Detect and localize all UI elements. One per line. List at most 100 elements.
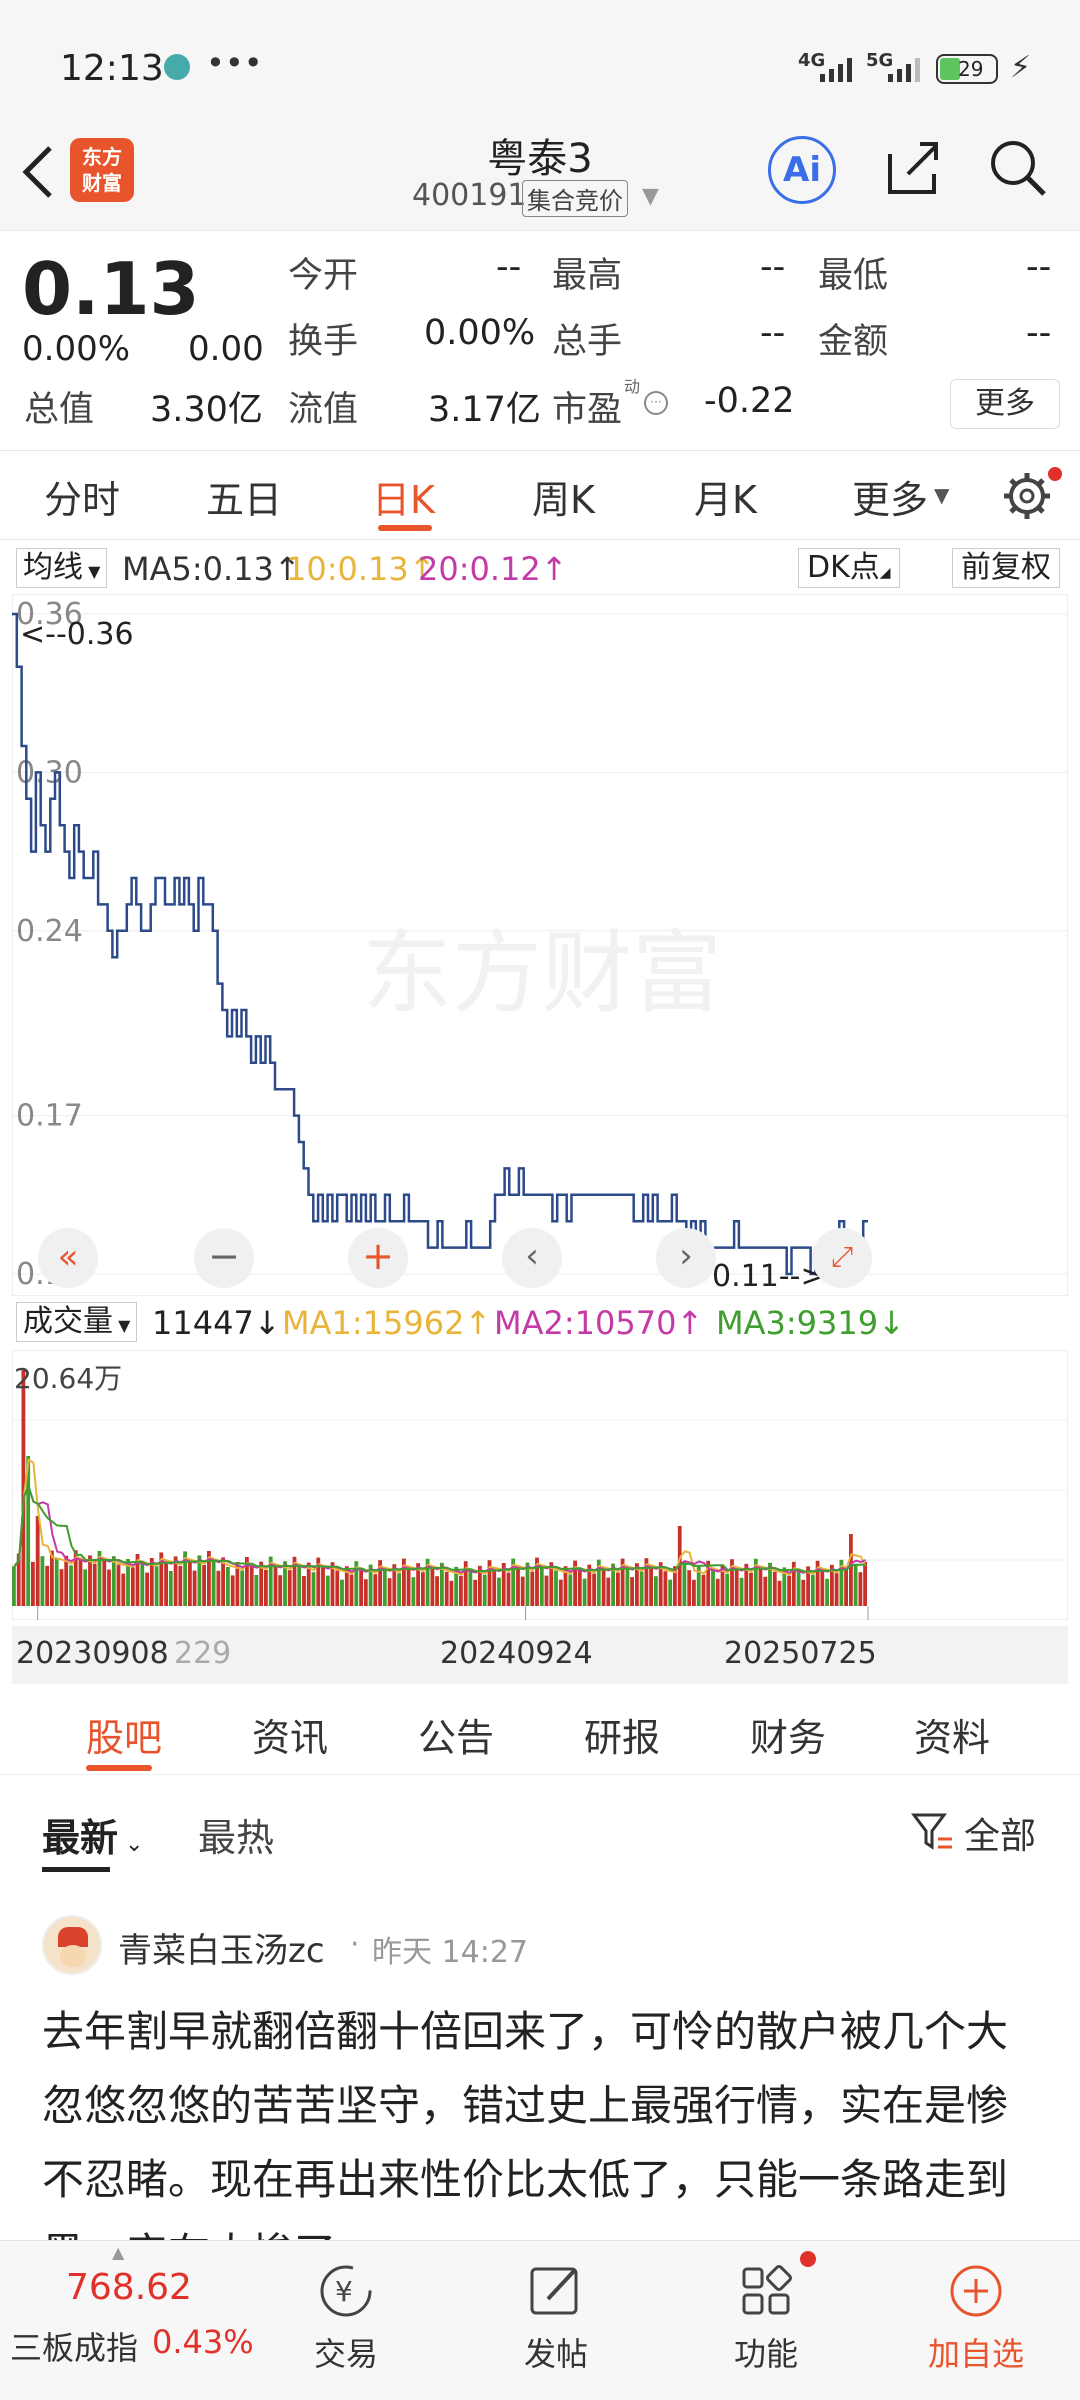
app-logo[interactable]: 东方 财富	[70, 138, 134, 202]
dropdown-icon[interactable]: ▼	[642, 184, 659, 209]
tab-announcements[interactable]: 公告	[418, 1716, 495, 1760]
scroll-left-fast-button[interactable]: «	[38, 1228, 98, 1288]
nav-functions[interactable]: 功能	[686, 2261, 846, 2375]
volume-bar	[69, 1565, 73, 1606]
pe-info-icon[interactable]: ···	[644, 391, 668, 415]
volume-bar	[625, 1567, 630, 1606]
price-tick-label: 0.17	[16, 1099, 83, 1134]
fullscreen-icon[interactable]: ⤢	[812, 1228, 872, 1288]
tab-finance[interactable]: 财务	[750, 1716, 827, 1760]
tab-daily-k[interactable]: 日K	[372, 478, 435, 522]
volume-select[interactable]: 成交量 ▼	[16, 1302, 138, 1342]
volume-bar	[145, 1572, 149, 1606]
volume-bar	[21, 1370, 26, 1606]
volume-bar	[392, 1564, 397, 1606]
volume-bar	[435, 1576, 439, 1606]
tab-more[interactable]: 更多	[852, 478, 929, 522]
more-dropdown-icon: ▼	[934, 483, 950, 507]
filter-all[interactable]: 全部	[964, 1816, 1037, 1857]
tab-weekly-k[interactable]: 周K	[532, 478, 595, 522]
volume-bar	[363, 1579, 368, 1606]
volume-bar	[620, 1558, 625, 1606]
volume-bar	[820, 1569, 825, 1606]
volume-bar	[183, 1551, 187, 1606]
volume-bar	[254, 1575, 259, 1606]
user-avatar[interactable]	[42, 1915, 102, 1975]
volume-bar	[330, 1562, 335, 1606]
search-icon[interactable]	[986, 136, 1050, 200]
ai-assistant-button[interactable]: Ai	[768, 136, 836, 204]
index-pct[interactable]: 0.43%	[152, 2323, 254, 2361]
scroll-right-button[interactable]: ›	[656, 1228, 716, 1288]
post-username[interactable]: 青菜白玉汤zc	[118, 1931, 325, 1971]
back-icon[interactable]	[18, 142, 58, 202]
volume-bar	[644, 1558, 649, 1606]
volume-bar	[283, 1561, 287, 1606]
tab-guba[interactable]: 股吧	[86, 1716, 163, 1760]
volume-bar	[554, 1570, 558, 1606]
volume-ma2: MA2:10570↑	[494, 1304, 704, 1342]
volume-bar	[863, 1562, 867, 1606]
volume-bar	[207, 1551, 211, 1606]
volume-label: 总手	[552, 322, 623, 362]
volume-value: --	[760, 313, 786, 353]
scroll-left-button[interactable]: ‹	[502, 1228, 562, 1288]
post-content[interactable]: 去年割早就翻倍翻十倍回来了，可怜的散户被几个大忽悠忽悠的苦苦坚守，错过史上最强行…	[42, 2007, 1009, 2240]
filter-latest[interactable]: 最新 ⌄	[42, 1816, 144, 1860]
volume-bar	[592, 1573, 596, 1606]
volume-bar	[649, 1566, 653, 1606]
app-notification-icon	[164, 54, 190, 80]
volume-bar	[535, 1557, 539, 1606]
tab-five-day[interactable]: 五日	[206, 478, 283, 522]
tab-news[interactable]: 资讯	[252, 1716, 329, 1760]
signal-icon	[820, 58, 852, 82]
price-chart[interactable]: 东方财富 0.360.300.240.170.11 <--0.36 0.11--…	[12, 594, 1068, 1296]
tab-profile[interactable]: 资料	[914, 1716, 991, 1760]
zoom-out-button[interactable]: −	[194, 1228, 254, 1288]
index-name[interactable]: 三板成指	[10, 2329, 139, 2367]
volume-bar	[245, 1557, 249, 1606]
more-button[interactable]: 更多	[950, 379, 1060, 429]
volume-bar	[744, 1563, 749, 1606]
dk-point-select[interactable]: DK点◢	[798, 548, 900, 588]
filter-active-indicator	[42, 1867, 110, 1872]
post-item[interactable]: 青菜白玉汤zc · 昨天 14:27 去年割早就翻倍翻十倍回来了，可怜的散户被几…	[0, 1895, 1080, 2240]
settings-gear-icon[interactable]	[1000, 469, 1054, 523]
functions-dot	[800, 2251, 816, 2267]
nav-add-watchlist[interactable]: 加自选	[896, 2261, 1056, 2375]
nav-post[interactable]: 发帖	[476, 2261, 636, 2375]
volume-bar	[487, 1560, 492, 1606]
volume-bar	[335, 1570, 340, 1606]
volume-bar	[611, 1563, 615, 1606]
volume-bar	[796, 1570, 801, 1606]
volume-bar	[168, 1571, 173, 1606]
volume-bar	[635, 1563, 639, 1606]
volume-bar	[516, 1567, 520, 1606]
filter-icon[interactable]	[910, 1809, 954, 1853]
tab-intraday[interactable]: 分时	[44, 478, 121, 522]
volume-bar	[739, 1577, 744, 1606]
volume-bar	[639, 1571, 644, 1606]
filter-hot[interactable]: 最热	[198, 1816, 275, 1860]
price-tick-label: 0.24	[16, 914, 83, 949]
volume-chart[interactable]: 20.64万	[12, 1350, 1068, 1620]
volume-bar	[26, 1456, 31, 1606]
date-label-1: 20230908	[16, 1636, 169, 1671]
volume-bar	[230, 1575, 235, 1606]
chart-watermark: 东方财富	[362, 924, 722, 1024]
price-adjust-select[interactable]: 前复权	[952, 548, 1060, 588]
volume-bar	[663, 1571, 668, 1606]
zoom-in-button[interactable]: +	[348, 1228, 408, 1288]
tab-research[interactable]: 研报	[584, 1716, 661, 1760]
volume-bar	[473, 1579, 478, 1606]
nav-trade[interactable]: ¥ 交易	[266, 2261, 426, 2375]
index-value[interactable]: 768.62	[66, 2267, 192, 2308]
share-icon[interactable]	[880, 136, 944, 200]
subtab-active-indicator	[86, 1765, 152, 1771]
volume-bar	[344, 1566, 349, 1606]
tab-monthly-k[interactable]: 月K	[694, 478, 757, 522]
ma-select[interactable]: 均线 ▼	[16, 548, 108, 588]
volume-bar	[45, 1565, 50, 1606]
volume-bar	[853, 1563, 858, 1606]
volume-bar	[259, 1561, 264, 1606]
